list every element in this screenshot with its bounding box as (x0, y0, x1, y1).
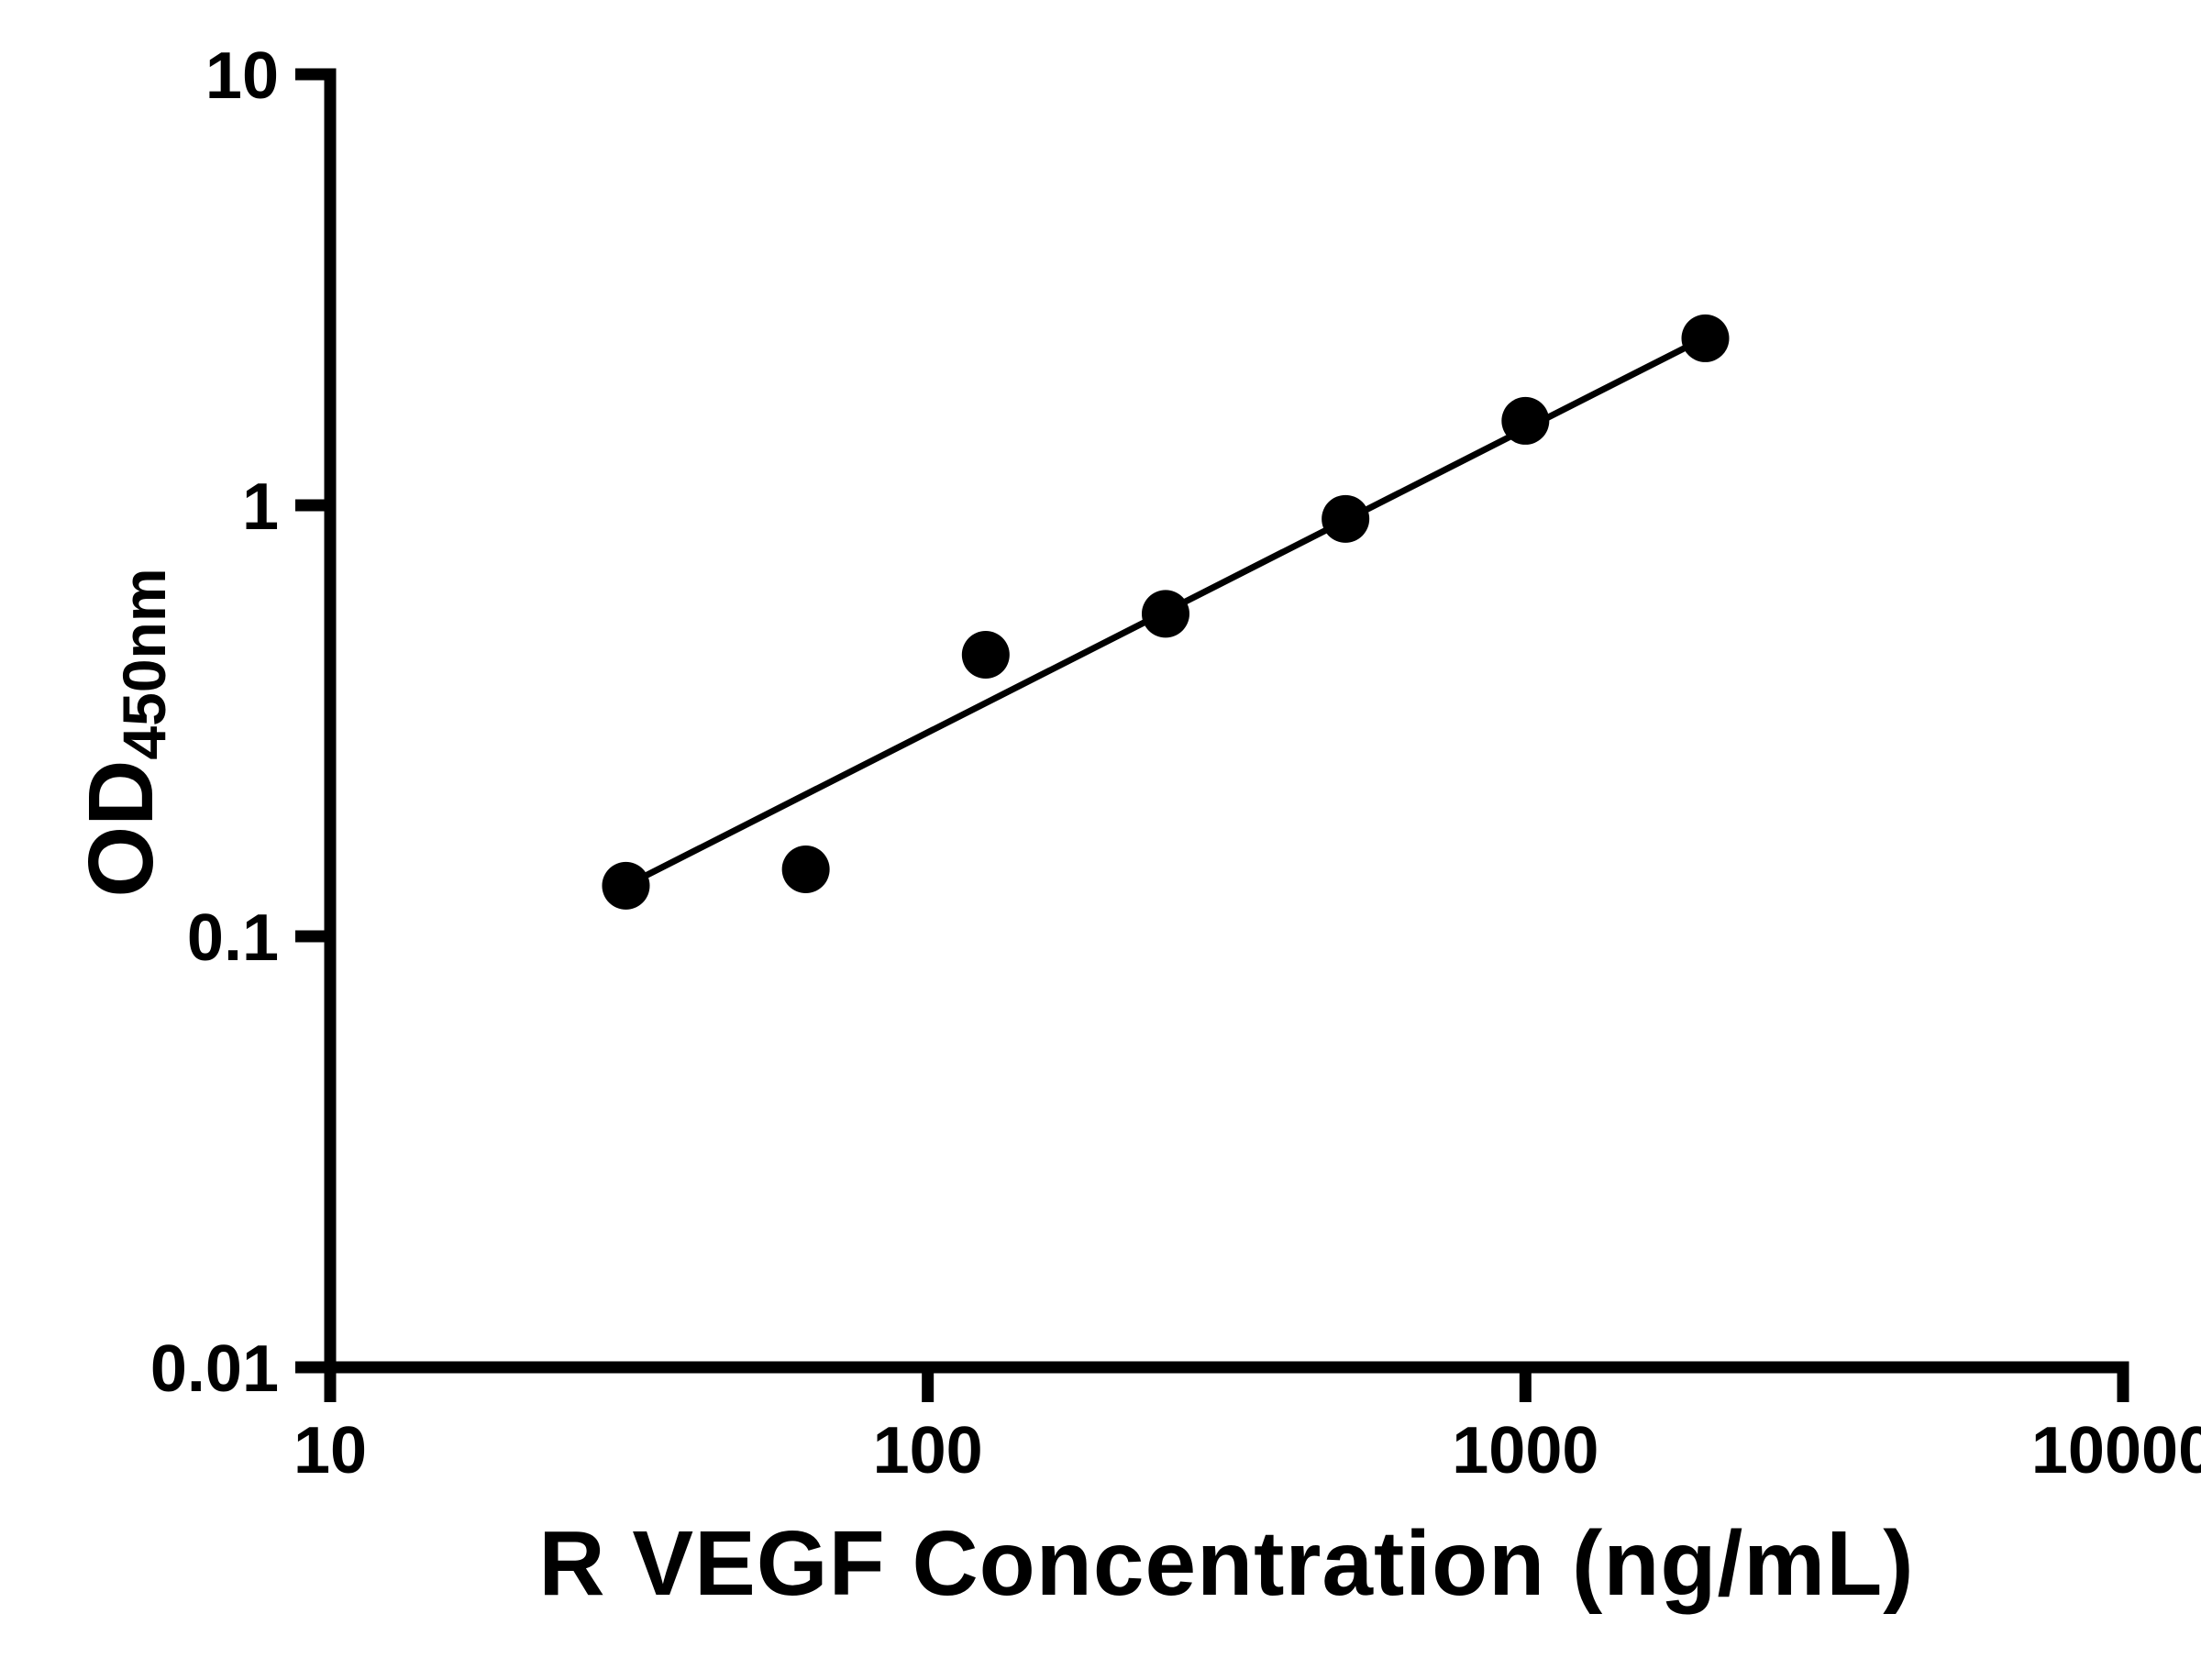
data-point (1501, 396, 1550, 445)
x-axis-tick-label: 100 (873, 1414, 983, 1487)
x-axis-tick-label: 10000 (2031, 1414, 2201, 1487)
x-axis-tick-label: 10 (293, 1414, 367, 1487)
y-axis-tick-label: 10 (205, 39, 279, 113)
y-axis-title: OD450nm (70, 568, 178, 897)
data-point (1681, 314, 1730, 362)
data-point (781, 845, 830, 893)
y-axis-tick-label: 0.1 (187, 901, 279, 975)
data-point (961, 630, 1010, 679)
data-point (602, 861, 650, 910)
axes-spine (324, 68, 2129, 1374)
y-axis-title-main: OD (70, 759, 172, 898)
standard-curve-chart: 10 100 1000 10000 0.01 0.1 1 10 (150, 39, 2201, 1487)
y-axis-tick-label: 1 (242, 470, 279, 544)
data-point (1322, 494, 1370, 543)
y-axis-title-subscript: 450nm (110, 568, 178, 760)
y-axis-tick-label: 0.01 (150, 1332, 279, 1406)
x-axis-title: R VEGF Concentration (ng/mL) (538, 1512, 1915, 1615)
data-point (1141, 590, 1189, 638)
elisa-standard-curve-figure: 10 100 1000 10000 0.01 0.1 1 10 R VEGF Concentr… (37, 15, 2201, 1665)
x-axis-tick-label: 1000 (1452, 1414, 1598, 1487)
